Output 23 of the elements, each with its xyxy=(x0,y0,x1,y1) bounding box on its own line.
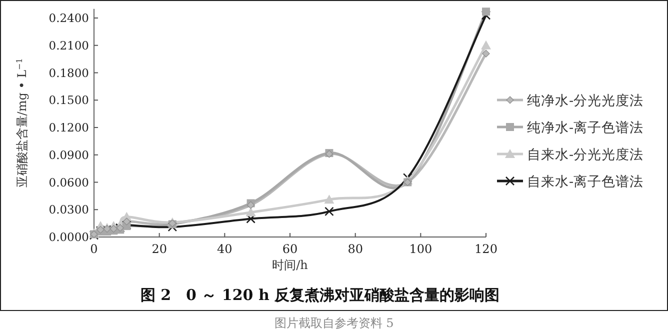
y-tick-label: 0.2400 xyxy=(48,11,89,25)
legend-label: 纯净水-离子色谱法 xyxy=(527,120,644,136)
legend-label: 纯净水-分光光度法 xyxy=(527,93,644,109)
y-tick-label: 0.1200 xyxy=(48,120,89,134)
text: 图片截取自参考资料 5 xyxy=(274,316,394,330)
x-axis-title: 时间/h xyxy=(272,258,308,272)
x-tick-label: 120 xyxy=(474,242,498,256)
y-tick-label: 0.0900 xyxy=(48,148,89,162)
x-tick-label: 20 xyxy=(152,242,167,256)
x-tick-label: 100 xyxy=(409,242,432,256)
x-tick-label: 60 xyxy=(282,242,298,256)
y-tick-label: 0.0600 xyxy=(48,175,89,190)
y-tick-label: 0.1500 xyxy=(48,93,89,108)
y-tick-label: 0.2100 xyxy=(48,38,89,52)
x-tick-label: 80 xyxy=(348,242,363,256)
x-tick-label: 0 xyxy=(90,242,98,256)
legend-label: 自来水-离子色谱法 xyxy=(527,174,644,190)
y-tick-label: 0.0000 xyxy=(48,230,89,244)
x-tick-label: 40 xyxy=(217,242,232,256)
y-tick-label: 0.0300 xyxy=(48,202,89,217)
legend-label: 自来水-分光光度法 xyxy=(527,147,644,163)
text: 图 2 0 ～ 120 h 反复煮沸对亚硝酸盐含量的影响图 xyxy=(140,286,500,304)
y-tick-label: 0.1800 xyxy=(48,66,89,80)
